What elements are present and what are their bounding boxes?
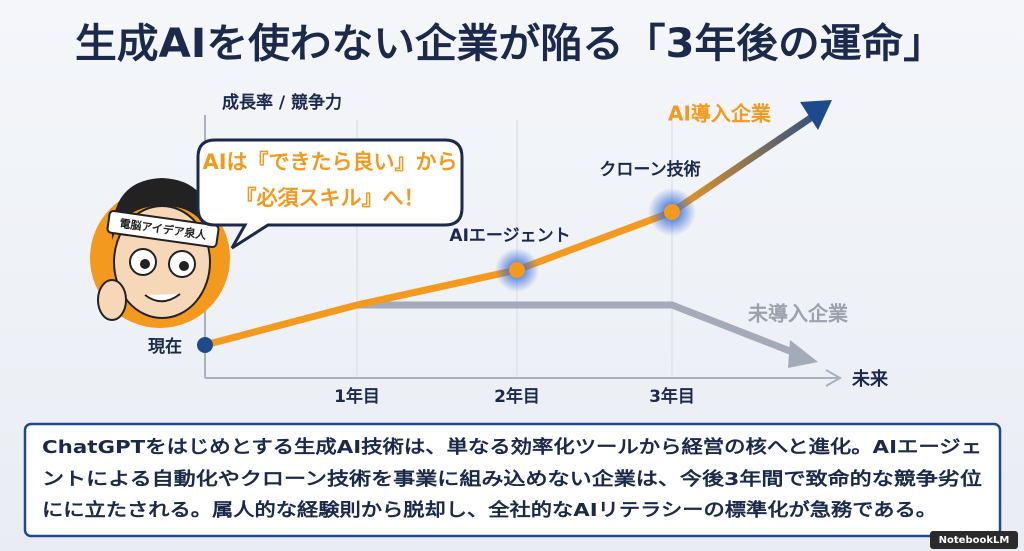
speech-bubble: AIは『できたら良い』から 『必須スキル』へ！ (196, 138, 464, 250)
x-label: 3年目 (649, 386, 695, 407)
summary-line: ントによる自動化やクローン技術を事業に組み込めない企業は、今後3年間で致命的な競… (42, 468, 982, 490)
milestone-label: AIエージェント (449, 226, 570, 246)
adopter-line (204, 208, 674, 349)
start-dot (197, 337, 213, 353)
non-adopter-arrow (788, 340, 818, 368)
character: 電脳アイデア泉人 (90, 178, 230, 328)
x-label: 2年目 (494, 386, 540, 407)
badge (930, 531, 1018, 549)
bubble-line: AIは『できたら良い』から (202, 150, 457, 174)
y-axis-label: 成長率 / 競争力 (222, 92, 342, 113)
title: 生成AIを使わない企業が陥る「3年後の運命」 (75, 21, 945, 67)
summary-line: ChatGPTをはじめとする生成AI技術は、単なる効率化ツールから経営の核へと進… (42, 436, 982, 458)
adopter-line-rise (670, 112, 817, 215)
milestone-label: クローン技術 (599, 159, 700, 180)
summary-line: にに立たされる。属人的な経験則から脱却し、全社的なAIリテラシーの標準化が急務で… (42, 499, 937, 521)
summary-box (23, 422, 1002, 538)
milestone-dot (509, 262, 525, 278)
non-adopter-label: 未導入企業 (748, 302, 849, 326)
bubble-line: 『必須スキル』へ！ (236, 186, 425, 210)
start-label: 現在 (148, 336, 182, 357)
badge-text: NotebookLM (939, 535, 1010, 546)
non-adopter-line (357, 301, 802, 359)
x-label: 1年目 (334, 386, 380, 407)
milestone-dot (664, 204, 680, 220)
adopter-arrow (800, 100, 832, 130)
adopter-label: AI導入企業 (668, 102, 772, 126)
x-axis-label: 未来 (852, 369, 889, 390)
